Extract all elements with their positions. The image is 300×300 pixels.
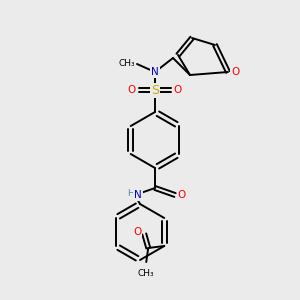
Text: CH₃: CH₃ xyxy=(118,58,135,68)
Text: N: N xyxy=(151,67,159,77)
Text: CH₃: CH₃ xyxy=(138,269,154,278)
Text: O: O xyxy=(174,85,182,95)
Text: S: S xyxy=(151,83,159,97)
Text: O: O xyxy=(231,67,239,77)
Text: O: O xyxy=(128,85,136,95)
Text: N: N xyxy=(134,190,142,200)
Text: O: O xyxy=(178,190,186,200)
Text: H: H xyxy=(127,190,134,199)
Text: O: O xyxy=(133,227,141,237)
